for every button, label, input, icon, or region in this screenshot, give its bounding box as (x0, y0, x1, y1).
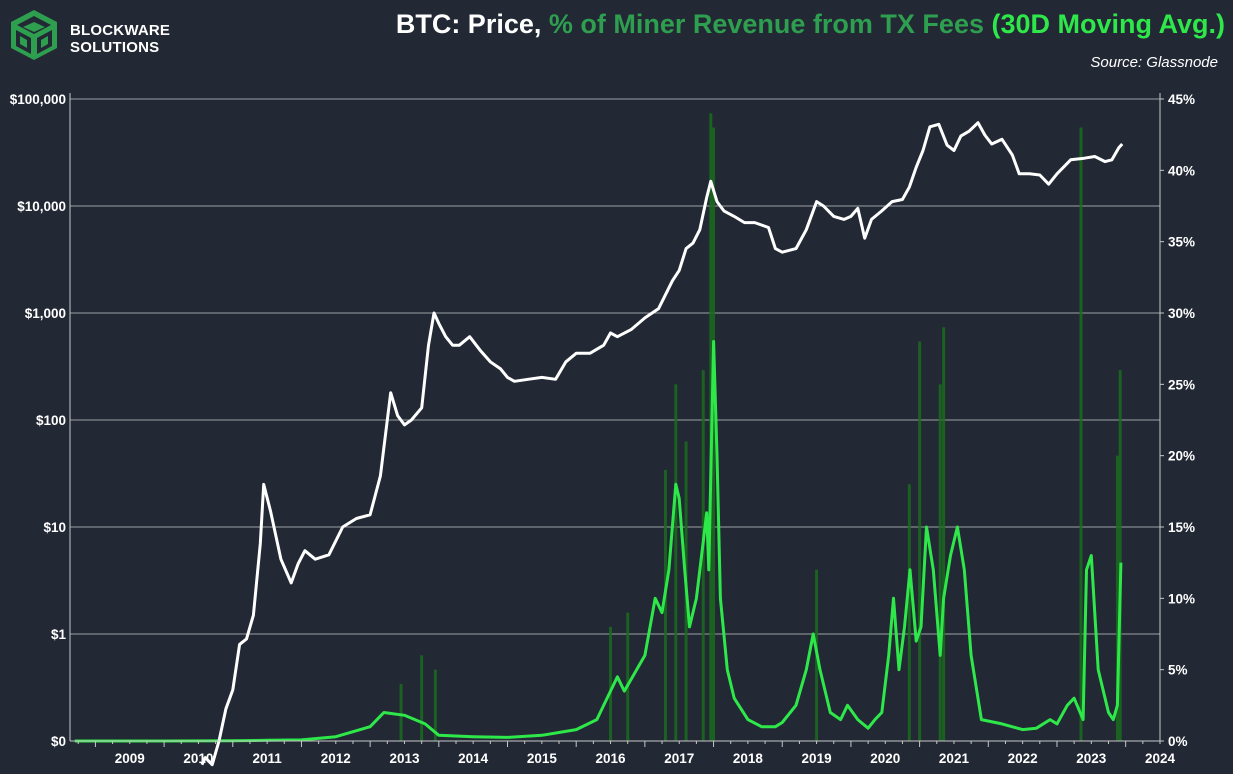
title-part-avg: (30D Moving Avg.) (991, 9, 1225, 39)
left-tick-label: $1 (51, 627, 67, 642)
right-tick-label: 0% (1168, 734, 1188, 749)
x-tick-label: 2014 (458, 751, 489, 766)
left-tick-label: $1,000 (25, 306, 66, 321)
x-tick-label: 2012 (321, 751, 351, 766)
price-line (200, 121, 1124, 767)
left-tick-label: $10 (43, 520, 66, 535)
title-part-price: BTC: Price, (395, 9, 549, 39)
x-tick-label: 2009 (115, 751, 145, 766)
x-tick-label: 2023 (1076, 751, 1107, 766)
right-axis-ticks: 0% 5% 10% 15% 20% 25% 30% 35% 40% 45% (1160, 92, 1195, 749)
x-tick-label: 2024 (1145, 751, 1176, 766)
source-label: Source: Glassnode (1090, 54, 1218, 71)
x-tick-label: 2015 (527, 751, 558, 766)
left-tick-label: $100 (36, 413, 66, 428)
fee-avg-series (74, 340, 1123, 743)
fee-daily-series (399, 113, 1122, 741)
right-tick-label: 45% (1168, 92, 1195, 107)
price-series (200, 121, 1124, 767)
right-tick-label: 5% (1168, 663, 1188, 678)
x-tick-label: 2021 (939, 751, 970, 766)
right-tick-label: 25% (1168, 377, 1195, 392)
x-tick-label: 2016 (596, 751, 627, 766)
x-tick-label: 2022 (1008, 751, 1038, 766)
right-tick-label: 20% (1168, 449, 1195, 464)
title-part-fees: % of Miner Revenue from TX Fees (548, 9, 992, 39)
x-tick-label: 2011 (252, 751, 282, 766)
left-tick-label: $10,000 (17, 199, 66, 214)
chart-title: BTC: Price, % of Miner Revenue from TX F… (396, 9, 1225, 40)
right-tick-label: 30% (1168, 306, 1195, 321)
x-tick-label: 2018 (733, 751, 764, 766)
brand-line-1: BLOCKWARE (70, 22, 171, 39)
left-tick-label: $0 (51, 734, 66, 749)
x-tick-label: 2013 (389, 751, 420, 766)
blockware-cube-icon (11, 10, 57, 60)
x-axis-ticks: 2009 2010 2011 2012 2013 2014 2015 2016 2017 2018… (77, 741, 1176, 766)
x-tick-label: 2019 (802, 751, 832, 766)
axes (69, 93, 1161, 742)
fee-avg-line (74, 340, 1123, 743)
left-tick-label: $100,000 (10, 92, 66, 107)
right-tick-label: 35% (1168, 235, 1195, 250)
left-axis-ticks: $0 $1 $10 $100 $1,000 $10,000 $100,000 (10, 92, 67, 749)
brand-line-2: SOLUTIONS (70, 39, 160, 56)
x-tick-label: 2010 (183, 751, 213, 766)
right-tick-label: 15% (1168, 520, 1195, 535)
right-tick-label: 10% (1168, 591, 1195, 606)
right-tick-label: 40% (1168, 163, 1195, 178)
blockware-logo: BLOCKWARE SOLUTIONS (8, 8, 178, 64)
x-tick-label: 2017 (664, 751, 694, 766)
grid-lines (70, 98, 1160, 635)
x-tick-label: 2020 (870, 751, 900, 766)
